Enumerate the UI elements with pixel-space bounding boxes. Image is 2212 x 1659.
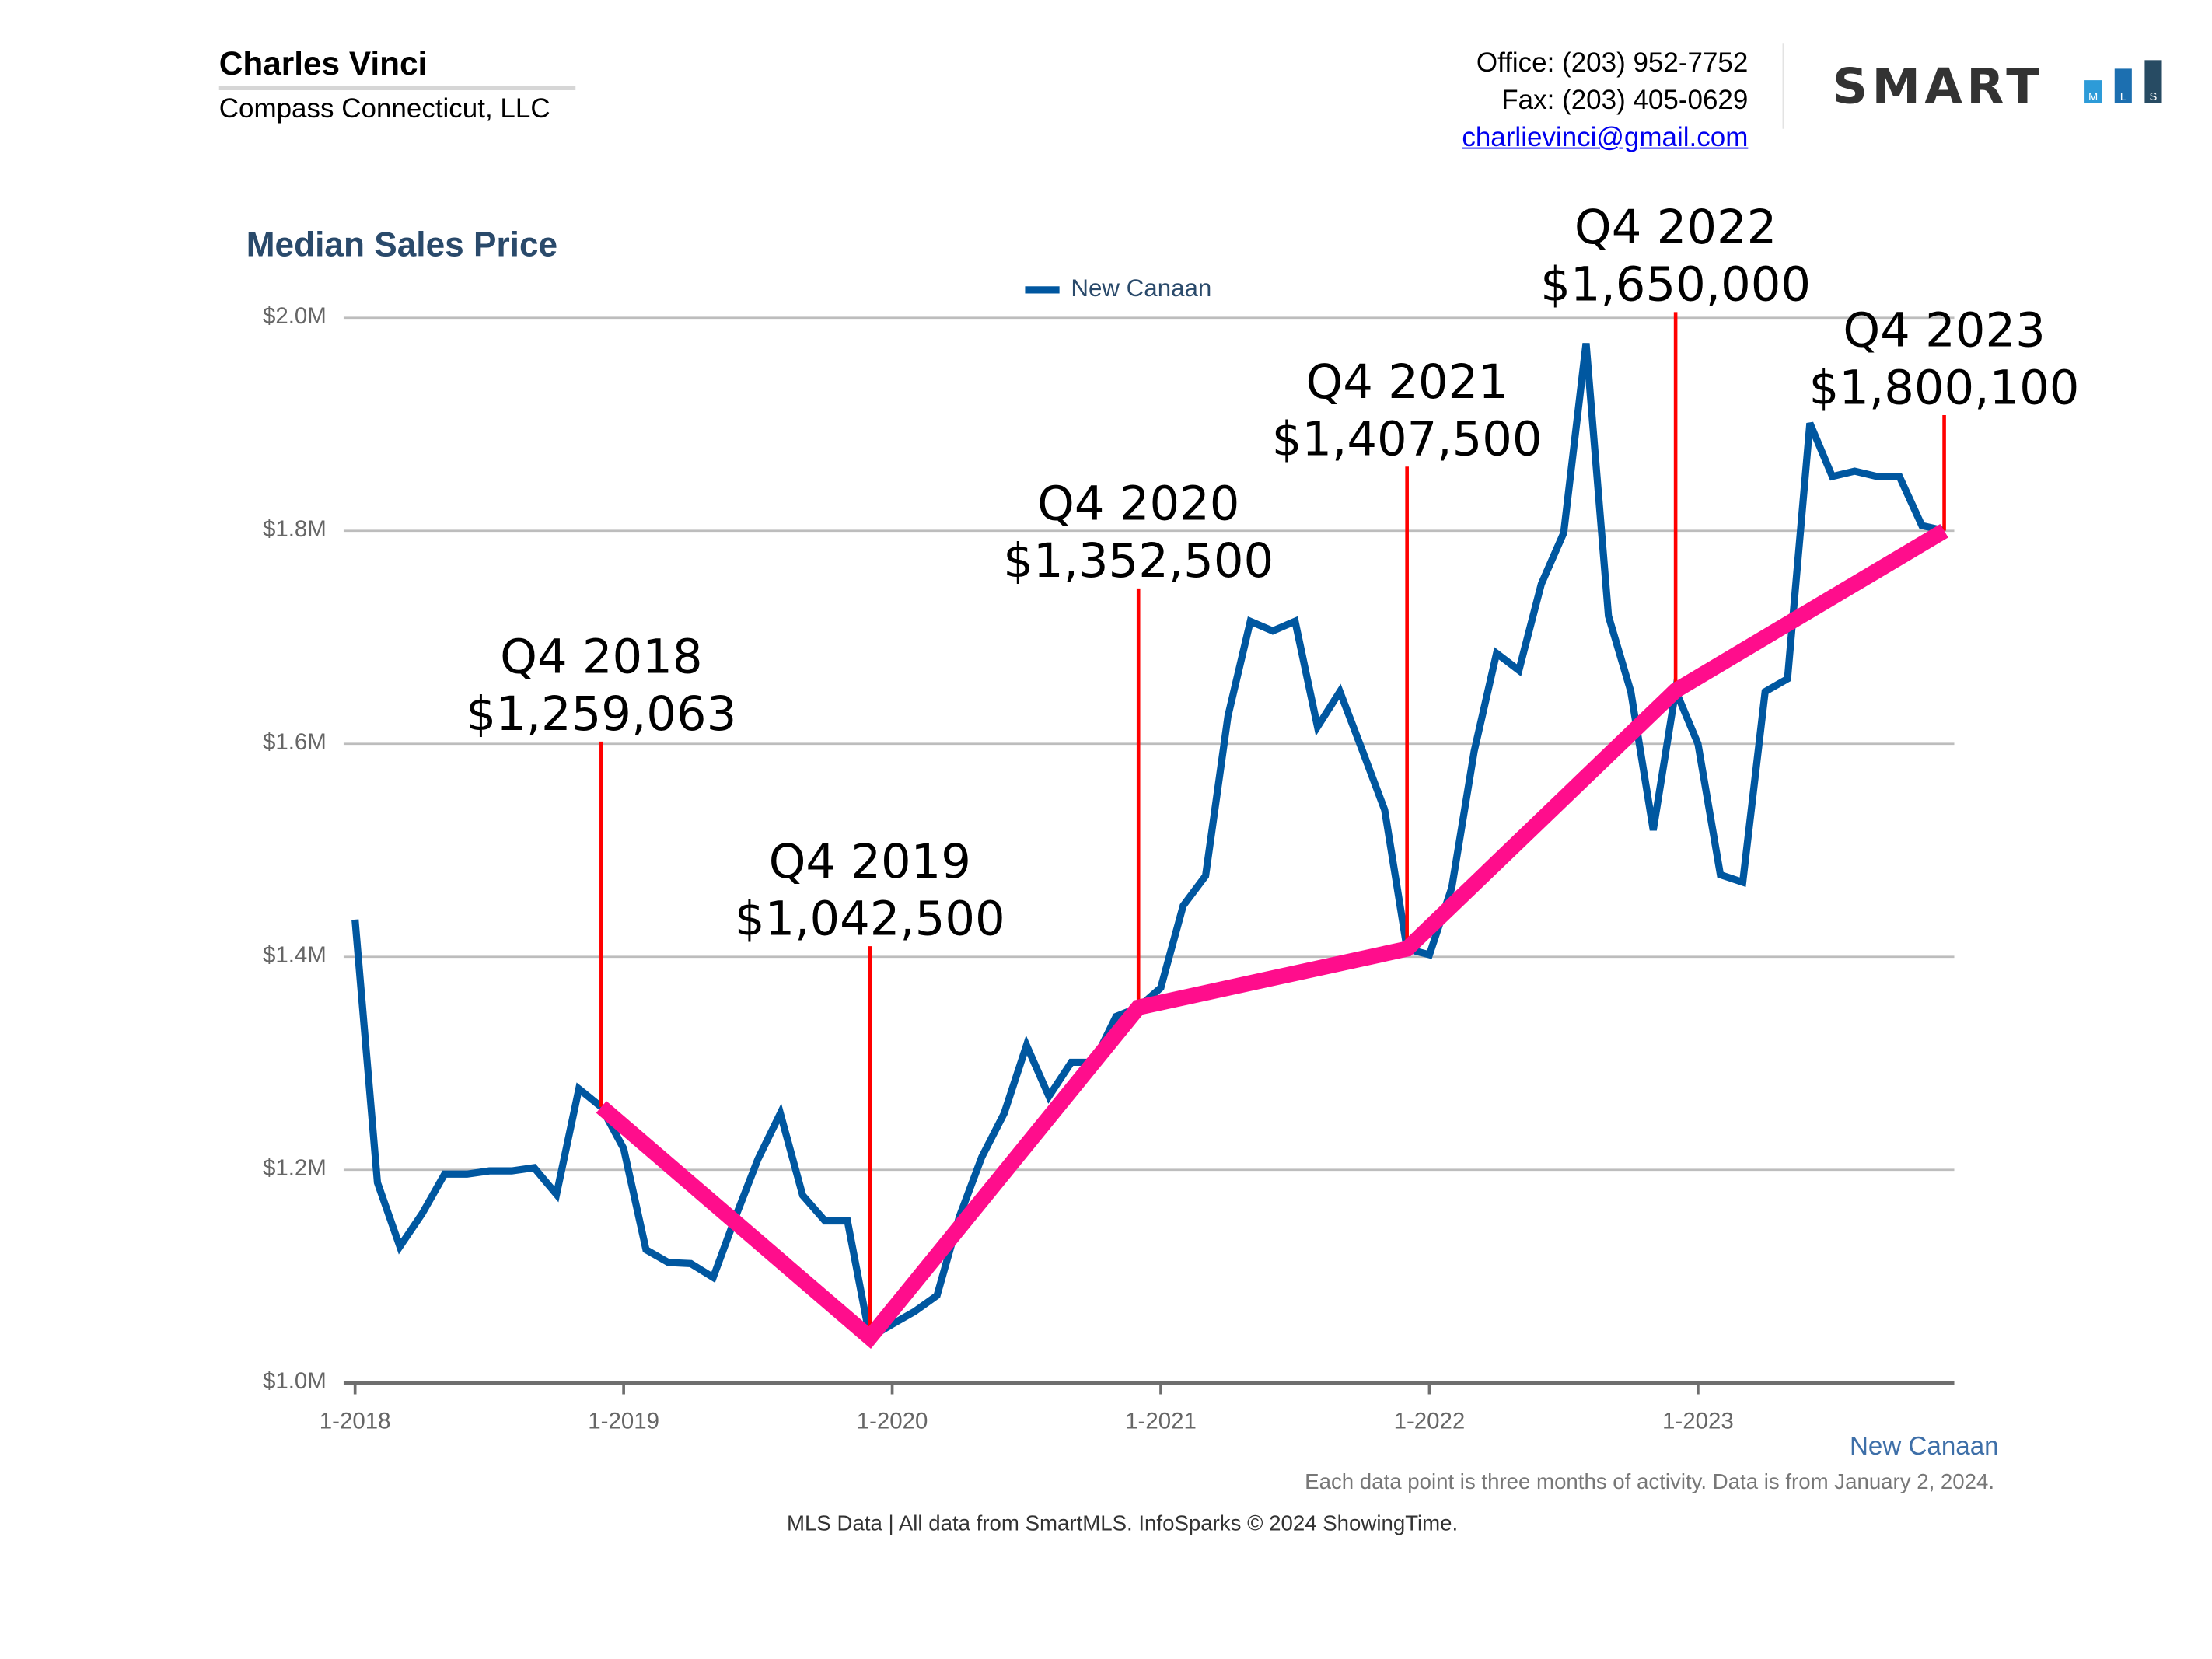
annotation-value: $1,407,500 — [1272, 413, 1543, 467]
y-tick-label: $1.2M — [263, 1155, 327, 1181]
logo-letter: M — [2088, 91, 2098, 103]
y-tick-label: $1.6M — [263, 729, 327, 755]
region-label: New Canaan — [1849, 1431, 1999, 1461]
smartmls-logo: SMART M L S — [1833, 54, 2169, 119]
agent-company: Compass Connecticut, LLC — [218, 94, 550, 125]
y-tick-label: $1.0M — [263, 1368, 327, 1394]
logo-letter: L — [2120, 91, 2126, 103]
logo-wordmark: SMART — [1833, 58, 2044, 112]
source-note: MLS Data | All data from SmartMLS. InfoS… — [787, 1511, 1459, 1536]
x-tick-label: 1-2022 — [1394, 1409, 1466, 1434]
email-link[interactable]: charlievinci@gmail.com — [1462, 123, 1749, 154]
x-tick-label: 1-2020 — [857, 1409, 928, 1434]
x-tick-label: 1-2019 — [588, 1409, 659, 1434]
annotation-value: $1,800,100 — [1809, 361, 2080, 415]
x-tick-label: 1-2023 — [1662, 1409, 1734, 1434]
legend-label: New Canaan — [1071, 274, 1212, 302]
legend: New Canaan — [1025, 275, 1211, 304]
annotation-value: $1,650,000 — [1540, 258, 1811, 313]
q4-trend-line — [596, 523, 1948, 1350]
logo-letter: S — [2150, 91, 2158, 103]
x-tick-label: 1-2021 — [1125, 1409, 1197, 1434]
divider — [1782, 43, 1784, 129]
divider — [218, 86, 576, 91]
chart-title: Median Sales Price — [246, 225, 558, 265]
chart-plot: $1.0M $1.2M $1.4M $1.6M $1.8M $2.0M 1-2018 1-20… — [263, 201, 2080, 1434]
annotation-quarter: Q4 2021 — [1305, 355, 1508, 410]
annotation-quarter: Q4 2020 — [1037, 477, 1239, 531]
annotation-value: $1,259,063 — [466, 687, 736, 742]
annotation-quarter: Q4 2022 — [1574, 201, 1777, 255]
y-tick-label: $1.8M — [263, 516, 327, 542]
x-tick-label: 1-2018 — [320, 1409, 391, 1434]
annotation-quarter: Q4 2018 — [500, 630, 702, 684]
annotation-quarter: Q4 2023 — [1843, 304, 2045, 358]
fax-number: Fax: (203) 405-0629 — [1501, 86, 1749, 117]
annotation-value: $1,352,500 — [1003, 534, 1274, 589]
agent-name: Charles Vinci — [218, 44, 428, 82]
office-phone: Office: (203) 952-7752 — [1476, 48, 1749, 79]
y-tick-label: $1.4M — [263, 942, 327, 968]
annotation-quarter: Q4 2019 — [769, 835, 971, 889]
annotation-value: $1,042,500 — [735, 892, 1005, 946]
legend-swatch — [1025, 285, 1060, 293]
y-tick-label: $2.0M — [263, 303, 327, 329]
footnote: Each data point is three months of activ… — [1305, 1470, 1995, 1495]
